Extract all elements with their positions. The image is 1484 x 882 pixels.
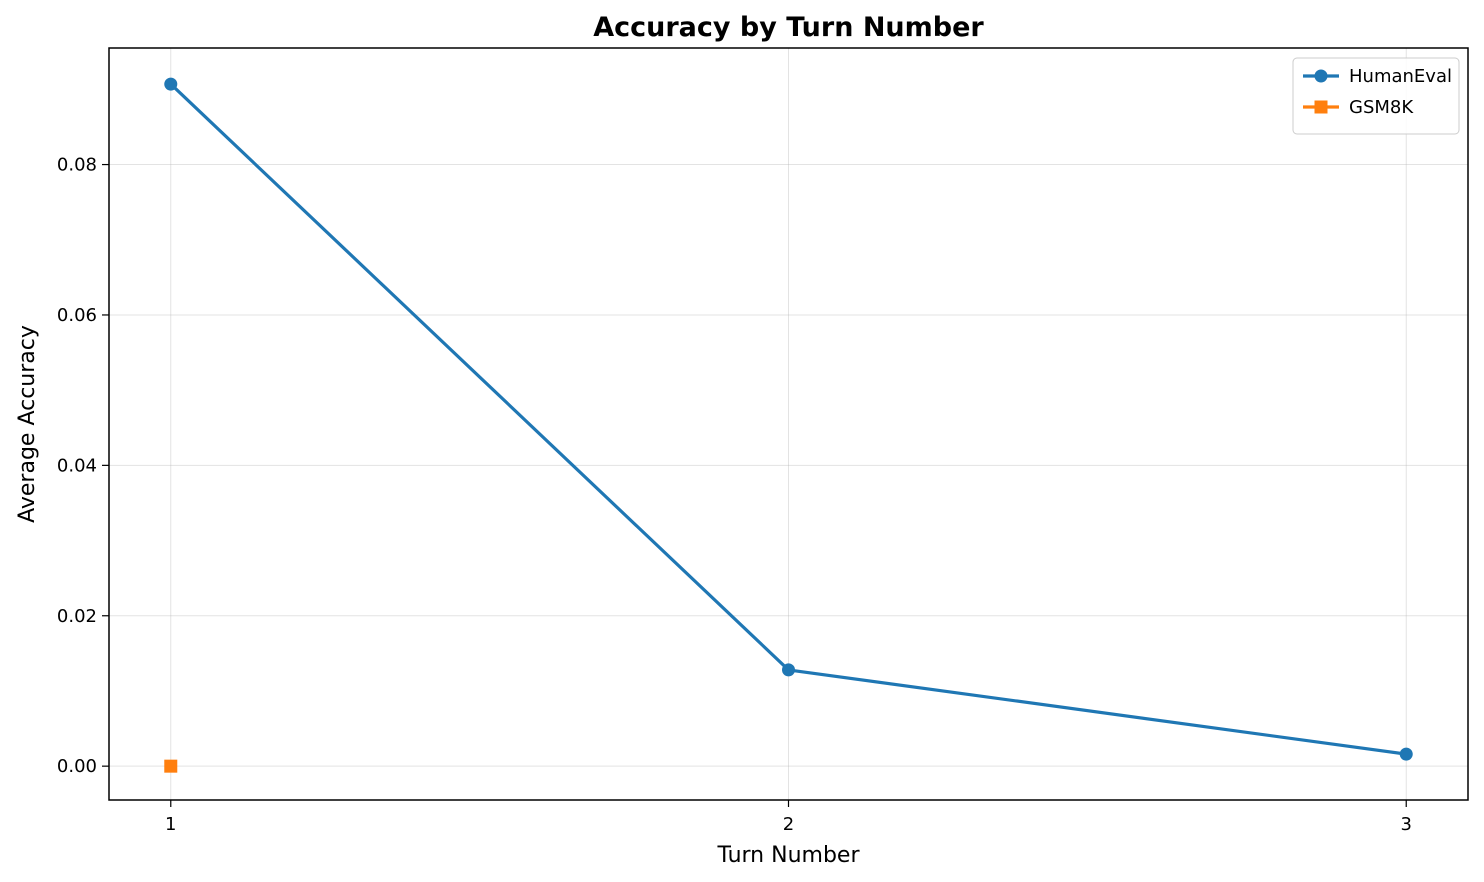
y-tick-label: 0.02 bbox=[57, 606, 97, 627]
x-tick-label: 3 bbox=[1401, 814, 1412, 835]
legend: HumanEval GSM8K bbox=[1292, 57, 1460, 135]
data-point-humaneval bbox=[782, 663, 795, 677]
legend-item-humaneval: HumanEval bbox=[1303, 66, 1452, 87]
axis-ticks: 0.00 0.02 0.04 0.06 0.08 1 2 3 bbox=[57, 155, 1412, 835]
y-tick-label: 0.04 bbox=[57, 455, 97, 476]
legend-label-humaneval: HumanEval bbox=[1349, 66, 1452, 87]
legend-label-gsm8k: GSM8K bbox=[1349, 97, 1414, 118]
series-humaneval bbox=[164, 77, 1413, 761]
grid-lines bbox=[109, 48, 1468, 800]
legend-marker-gsm8k bbox=[1314, 100, 1328, 114]
legend-marker-humaneval bbox=[1314, 69, 1328, 83]
data-point-humaneval bbox=[1399, 747, 1413, 761]
y-tick-label: 0.00 bbox=[57, 756, 97, 777]
data-point-humaneval bbox=[164, 77, 178, 91]
legend-item-gsm8k: GSM8K bbox=[1303, 97, 1414, 118]
y-tick-label: 0.08 bbox=[57, 155, 97, 176]
x-tick-label: 2 bbox=[783, 814, 794, 835]
series-layer bbox=[164, 77, 1413, 773]
x-axis-label: Turn Number bbox=[716, 843, 860, 868]
y-tick-label: 0.06 bbox=[57, 305, 97, 326]
chart-title: Accuracy by Turn Number bbox=[593, 12, 984, 43]
data-point-gsm8k bbox=[164, 759, 178, 773]
series-gsm8k bbox=[164, 759, 178, 773]
x-tick-label: 1 bbox=[165, 814, 176, 835]
y-axis-label: Average Accuracy bbox=[15, 325, 40, 523]
